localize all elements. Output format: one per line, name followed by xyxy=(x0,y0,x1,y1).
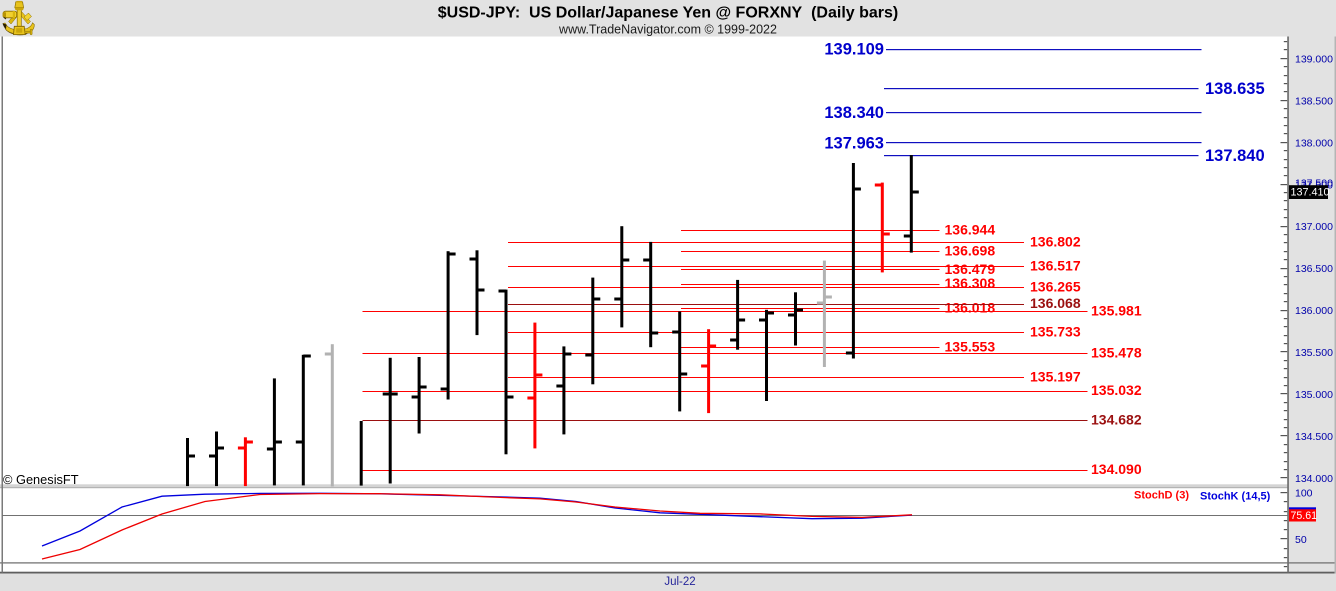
svg-text:© GenesisFT: © GenesisFT xyxy=(3,472,79,487)
svg-text:136.517: 136.517 xyxy=(1030,258,1081,274)
svg-text:136.500: 136.500 xyxy=(1295,263,1333,275)
svg-text:137.963: 137.963 xyxy=(824,134,884,152)
svg-text:136.068: 136.068 xyxy=(1030,295,1081,311)
svg-text:135.981: 135.981 xyxy=(1091,303,1142,319)
svg-text:50: 50 xyxy=(1295,534,1307,546)
svg-text:134.682: 134.682 xyxy=(1091,412,1142,428)
svg-text:136.698: 136.698 xyxy=(945,242,996,258)
svg-text:136.944: 136.944 xyxy=(945,222,996,238)
svg-text:138.635: 138.635 xyxy=(1205,80,1265,98)
svg-text:138.000: 138.000 xyxy=(1295,137,1333,149)
svg-text:134.500: 134.500 xyxy=(1295,431,1333,443)
svg-text:www.TradeNavigator.com © 1999-: www.TradeNavigator.com © 1999-2022 xyxy=(558,23,777,37)
svg-text:136.018: 136.018 xyxy=(945,299,996,315)
svg-text:136.479: 136.479 xyxy=(945,261,996,277)
svg-text:136.308: 136.308 xyxy=(945,275,996,291)
svg-text:100: 100 xyxy=(1295,488,1313,500)
svg-text:137.410: 137.410 xyxy=(1291,187,1330,199)
svg-text:135.478: 135.478 xyxy=(1091,345,1142,361)
svg-text:135.733: 135.733 xyxy=(1030,323,1081,339)
svg-text:StochD (3): StochD (3) xyxy=(1134,489,1189,501)
svg-text:136.000: 136.000 xyxy=(1295,305,1333,317)
svg-text:$USD-JPY: US Dollar/Japanese: $USD-JPY: US Dollar/Japanese Yen @ FORXN… xyxy=(438,5,899,22)
svg-text:138.500: 138.500 xyxy=(1295,95,1333,107)
svg-text:136.265: 136.265 xyxy=(1030,279,1081,295)
svg-text:134.000: 134.000 xyxy=(1295,473,1333,485)
svg-text:135.500: 135.500 xyxy=(1295,347,1333,359)
svg-text:139.000: 139.000 xyxy=(1295,53,1333,65)
svg-text:135.197: 135.197 xyxy=(1030,368,1081,384)
svg-text:139.109: 139.109 xyxy=(824,41,884,59)
svg-text:134.090: 134.090 xyxy=(1091,461,1142,477)
svg-text:135.000: 135.000 xyxy=(1295,389,1333,401)
svg-text:StochK (14,5): StochK (14,5) xyxy=(1200,490,1271,502)
svg-text:137.000: 137.000 xyxy=(1295,221,1333,233)
svg-text:138.340: 138.340 xyxy=(824,104,884,122)
svg-text:135.553: 135.553 xyxy=(945,338,996,354)
svg-text:136.802: 136.802 xyxy=(1030,234,1081,250)
svg-text:75.61: 75.61 xyxy=(1291,510,1318,522)
svg-text:Jul-22: Jul-22 xyxy=(664,576,695,588)
svg-text:137.840: 137.840 xyxy=(1205,147,1265,165)
svg-text:135.032: 135.032 xyxy=(1091,382,1142,398)
